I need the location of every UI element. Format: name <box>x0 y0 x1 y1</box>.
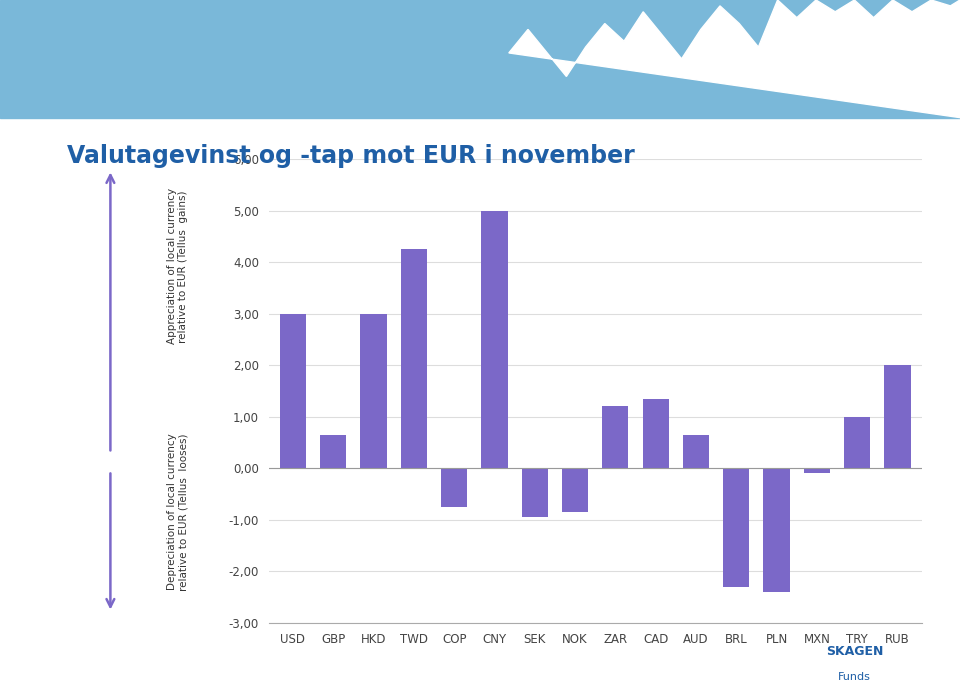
Text: SKAGEN: SKAGEN <box>826 646 883 658</box>
Bar <box>521 468 548 517</box>
Bar <box>723 468 750 587</box>
Bar <box>280 313 306 468</box>
Text: Depreciation of local currency
relative to EUR (Tellus  looses): Depreciation of local currency relative … <box>167 433 188 591</box>
Text: Funds: Funds <box>838 672 871 682</box>
Bar <box>441 468 468 507</box>
Bar <box>683 435 709 468</box>
Bar <box>360 313 387 468</box>
Bar <box>763 468 790 592</box>
Bar <box>642 399 669 468</box>
Text: Valutagevinst og -tap mot EUR i november: Valutagevinst og -tap mot EUR i november <box>67 144 635 167</box>
Bar <box>400 249 427 468</box>
Bar <box>562 468 588 512</box>
Bar <box>804 468 830 473</box>
Bar <box>884 365 910 468</box>
Bar <box>602 406 629 468</box>
Bar <box>481 210 508 468</box>
Bar <box>321 435 347 468</box>
Text: Appreciation of local currency
relative to EUR (Tellus  gains): Appreciation of local currency relative … <box>167 188 188 345</box>
Bar <box>844 417 870 468</box>
